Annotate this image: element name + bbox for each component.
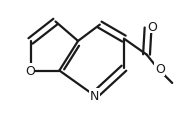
Text: O: O — [25, 64, 35, 77]
Text: O: O — [155, 63, 165, 76]
Text: O: O — [147, 21, 157, 33]
Text: N: N — [90, 89, 99, 102]
